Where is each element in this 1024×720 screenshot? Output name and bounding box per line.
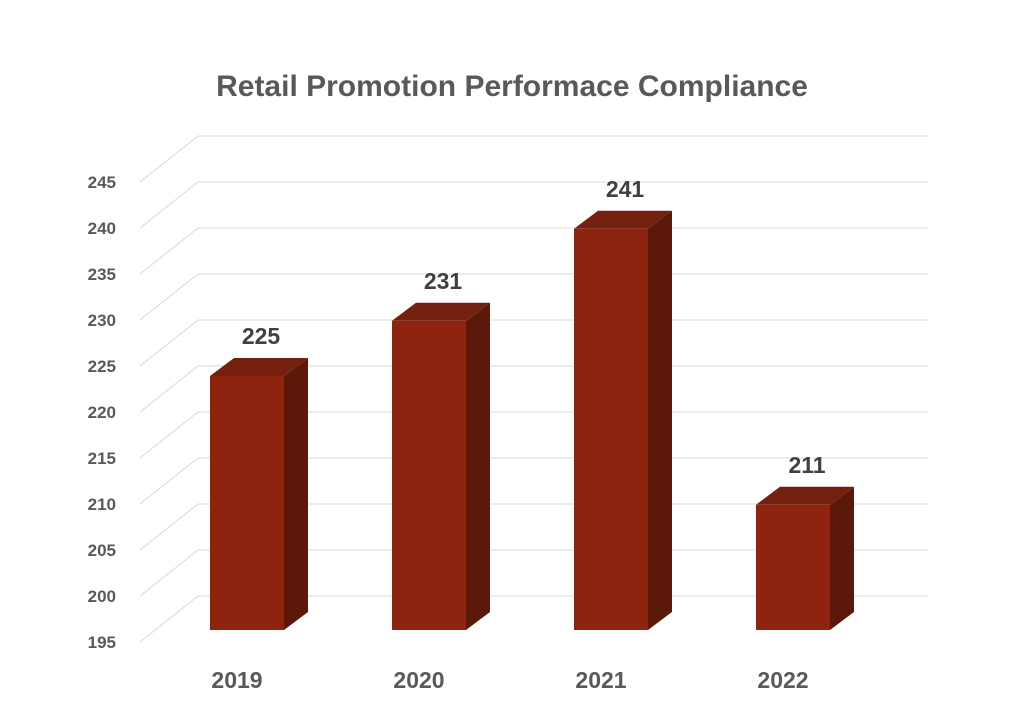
bar-side: [830, 486, 854, 630]
y-tick-label: 230: [88, 311, 116, 330]
bar-side: [466, 302, 490, 630]
data-labels: 225 231 241 211: [242, 176, 826, 478]
x-tick-label: 2021: [575, 667, 626, 693]
bar-2020: [392, 302, 490, 630]
gridline-depth: [139, 181, 199, 229]
y-tick-label: 210: [88, 495, 116, 514]
bar-front: [574, 228, 648, 631]
gridline-depth: [139, 411, 199, 459]
bar-top: [756, 486, 854, 505]
bar-2021: [574, 210, 672, 631]
bar-front: [756, 504, 830, 630]
bar-front: [210, 376, 284, 630]
y-tick-label: 220: [88, 403, 116, 422]
y-axis-ticks: 195 200 205 210 215 220 225 230 235 240 245: [88, 173, 116, 652]
x-axis-ticks: 2019 2020 2021 2022: [211, 667, 808, 693]
data-label: 231: [424, 268, 463, 294]
gridline-depth: [139, 135, 199, 183]
bar-side: [284, 358, 308, 630]
bars: [210, 210, 854, 631]
y-tick-label: 245: [88, 173, 116, 192]
gridlines: [139, 135, 928, 643]
x-tick-label: 2019: [211, 667, 262, 693]
y-tick-label: 225: [88, 357, 116, 376]
bar-side: [648, 210, 672, 631]
y-tick-label: 195: [88, 633, 116, 652]
gridline-depth: [139, 227, 199, 275]
x-tick-label: 2020: [393, 667, 444, 693]
bar-2019: [210, 358, 308, 630]
y-tick-label: 215: [88, 449, 116, 468]
bar-front: [392, 320, 466, 630]
x-tick-label: 2022: [757, 667, 808, 693]
gridline-depth: [139, 365, 199, 413]
bar-top: [392, 302, 490, 321]
y-tick-label: 205: [88, 541, 116, 560]
bar-top: [574, 210, 672, 229]
gridline-depth: [139, 595, 199, 643]
data-label: 211: [788, 452, 825, 478]
gridline-depth: [139, 503, 199, 551]
data-label: 241: [606, 176, 645, 202]
y-tick-label: 235: [88, 265, 116, 284]
y-tick-label: 200: [88, 587, 116, 606]
data-label: 225: [242, 323, 281, 349]
gridline-depth: [139, 549, 199, 597]
bar-2022: [756, 486, 854, 630]
chart-title: Retail Promotion Performace Compliance: [216, 70, 808, 103]
gridline-depth: [139, 319, 199, 367]
y-tick-label: 240: [88, 219, 116, 238]
bar-top: [210, 358, 308, 376]
gridline-depth: [139, 457, 199, 505]
gridline-depth: [139, 273, 199, 321]
